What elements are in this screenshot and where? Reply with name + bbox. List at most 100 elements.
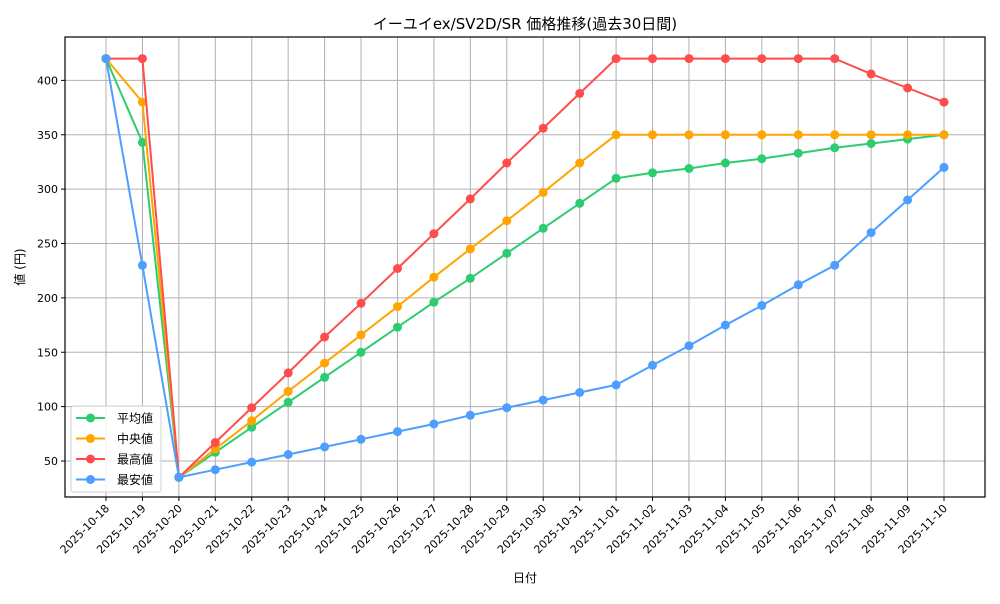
data-point [393,427,402,437]
data-point [720,54,730,64]
data-point [283,450,293,459]
data-point [320,332,330,342]
data-point [903,83,913,93]
data-point [393,302,402,312]
data-point [720,158,730,168]
data-point [720,130,730,140]
legend-item: 最高値 [76,452,153,467]
series-0 [101,54,949,482]
data-point [575,88,585,98]
data-point [356,330,366,340]
legend-label: 最高値 [117,452,153,467]
data-point [502,216,512,226]
data-point [830,143,840,153]
data-point [137,54,147,64]
data-point [830,260,840,270]
data-point [429,272,439,282]
data-point [465,410,475,420]
data-point [648,54,657,64]
data-point [465,244,475,254]
data-point [866,228,876,238]
data-point [648,168,657,178]
y-tick-label: 150 [37,346,58,359]
data-point [356,347,366,357]
data-point [429,229,439,239]
data-point [429,297,439,307]
data-point [866,139,876,148]
data-point [137,137,147,147]
y-tick-label: 300 [37,183,58,196]
data-point [611,380,621,390]
data-point [502,403,512,413]
data-point [538,223,548,233]
legend-marker [86,434,95,443]
legend-marker [86,413,95,423]
legend-marker [86,475,95,484]
gridlines [65,37,985,497]
data-point [720,320,730,330]
plot-frame [64,36,986,498]
data-point [939,162,949,172]
y-tick-label: 100 [37,401,58,414]
data-point [793,148,803,158]
series-1 [101,54,949,482]
series-line [106,57,945,480]
series-line [105,58,945,480]
data-point [137,260,147,270]
data-point [393,264,402,273]
data-point [575,158,585,168]
legend-label: 中央値 [117,431,153,446]
data-point [575,198,585,208]
data-point [611,54,621,64]
data-point [575,388,585,397]
x-axis-label: 日付 [513,571,537,585]
series-line [105,58,945,479]
data-point [393,322,402,332]
data-point [320,372,330,382]
series-3 [101,54,949,482]
data-point [757,154,767,164]
data-point [939,97,949,107]
data-point [247,422,257,432]
data-point [465,194,475,204]
data-point [903,130,913,140]
data-point [502,248,512,258]
data-point [356,298,366,308]
data-point [757,301,767,310]
y-axis-label: 値 (円) [12,248,27,285]
data-point [101,54,111,64]
y-tick-label: 200 [37,292,58,305]
data-point [757,54,767,64]
legend-label: 平均値 [117,411,153,426]
data-point [247,416,257,426]
data-point [793,130,803,140]
data-point [283,397,293,407]
data-point [356,434,366,444]
data-point [429,419,439,429]
data-point [793,280,803,290]
legend-item: 平均値 [76,411,153,426]
data-point [502,158,512,168]
data-point [866,69,876,79]
legend-item: 最安値 [76,472,153,487]
data-point [793,54,803,64]
data-point [611,173,621,183]
data-point [648,130,657,140]
y-tick-label: 250 [37,238,58,251]
data-point [830,54,840,64]
data-point [684,341,694,351]
data-point [247,457,257,467]
data-point [283,368,293,378]
data-point [210,465,220,475]
data-point [174,472,184,482]
data-point [320,442,330,452]
data-point [465,273,475,283]
legend-label: 最安値 [117,472,153,487]
series-line [105,57,944,480]
data-point [283,386,293,396]
legend-marker [86,454,95,464]
data-point [866,130,876,140]
data-point [684,130,694,140]
